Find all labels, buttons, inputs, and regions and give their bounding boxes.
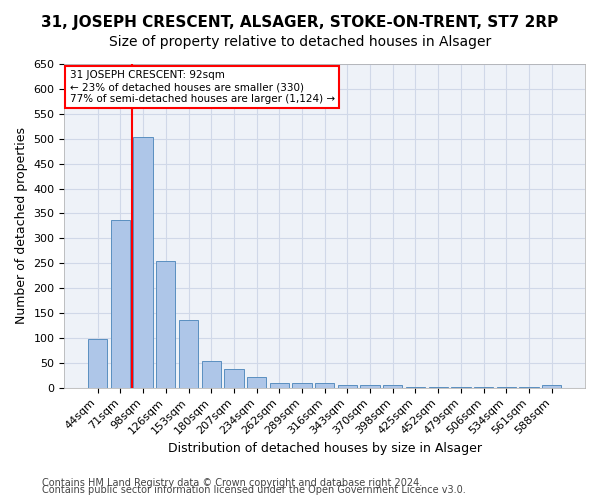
X-axis label: Distribution of detached houses by size in Alsager: Distribution of detached houses by size … xyxy=(168,442,482,455)
Bar xyxy=(451,386,470,388)
Bar xyxy=(428,386,448,388)
Bar xyxy=(383,386,403,388)
Y-axis label: Number of detached properties: Number of detached properties xyxy=(15,128,28,324)
Bar xyxy=(474,386,493,388)
Text: 31 JOSEPH CRESCENT: 92sqm
← 23% of detached houses are smaller (330)
77% of semi: 31 JOSEPH CRESCENT: 92sqm ← 23% of detac… xyxy=(70,70,335,104)
Bar xyxy=(202,361,221,388)
Bar xyxy=(406,386,425,388)
Bar xyxy=(497,386,516,388)
Bar xyxy=(111,220,130,388)
Bar xyxy=(133,136,153,388)
Text: 31, JOSEPH CRESCENT, ALSAGER, STOKE-ON-TRENT, ST7 2RP: 31, JOSEPH CRESCENT, ALSAGER, STOKE-ON-T… xyxy=(41,15,559,30)
Bar xyxy=(88,340,107,388)
Bar xyxy=(315,383,334,388)
Text: Contains HM Land Registry data © Crown copyright and database right 2024.: Contains HM Land Registry data © Crown c… xyxy=(42,478,422,488)
Bar xyxy=(179,320,198,388)
Bar xyxy=(338,386,357,388)
Text: Contains public sector information licensed under the Open Government Licence v3: Contains public sector information licen… xyxy=(42,485,466,495)
Text: Size of property relative to detached houses in Alsager: Size of property relative to detached ho… xyxy=(109,35,491,49)
Bar xyxy=(542,386,562,388)
Bar xyxy=(292,383,311,388)
Bar xyxy=(269,383,289,388)
Bar xyxy=(361,386,380,388)
Bar xyxy=(224,370,244,388)
Bar xyxy=(156,260,175,388)
Bar xyxy=(247,377,266,388)
